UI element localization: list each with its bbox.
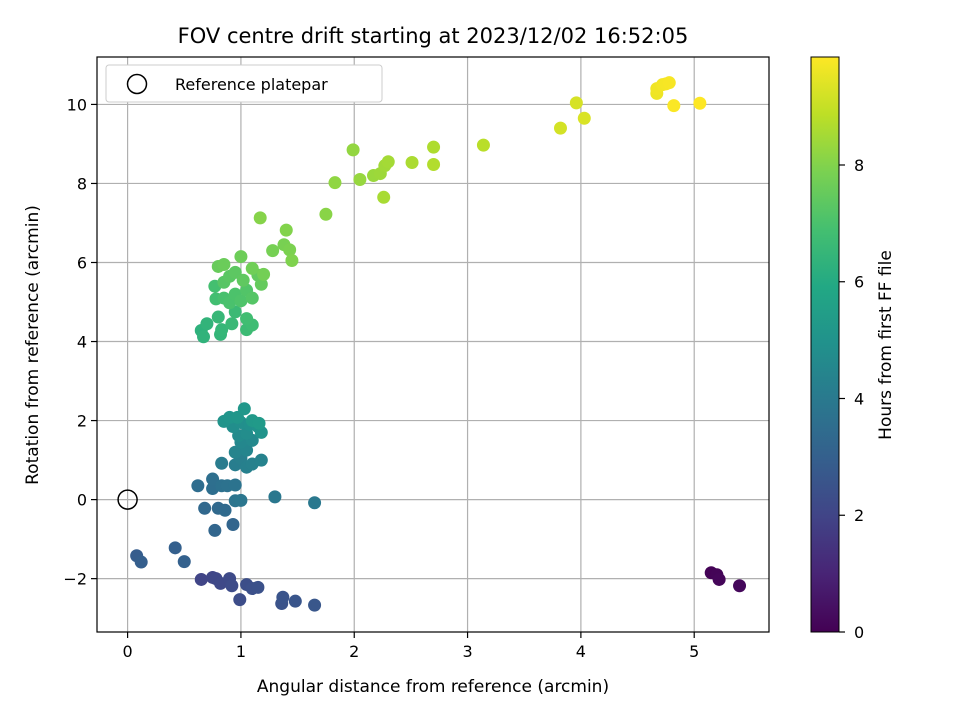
x-tick-label: 5 [689, 642, 699, 661]
data-point [251, 580, 265, 594]
x-tick-label: 2 [349, 642, 359, 661]
data-point [226, 518, 240, 532]
colorbar-label: Hours from first FF file [876, 250, 896, 440]
data-point [177, 555, 191, 569]
data-point [667, 99, 681, 113]
data-point [328, 176, 342, 190]
data-point [215, 456, 229, 470]
data-point [233, 593, 247, 607]
y-tick-label: 6 [77, 253, 87, 272]
x-tick-label: 4 [576, 642, 586, 661]
y-tick-label: 2 [77, 412, 87, 431]
data-point [733, 579, 747, 593]
data-point [252, 416, 266, 430]
data-point [257, 267, 271, 281]
data-point [200, 317, 214, 331]
data-point [308, 598, 322, 612]
data-point [553, 121, 567, 135]
data-point [476, 138, 490, 152]
colorbar: 0 2 4 6 8 Hours from first FF file [810, 56, 896, 642]
data-point [245, 261, 259, 275]
x-axis-label: Angular distance from reference (arcmin) [257, 677, 609, 697]
data-point [254, 277, 268, 291]
data-point [236, 273, 250, 287]
data-point [208, 523, 222, 537]
y-tick-label: 8 [77, 174, 87, 193]
plot-frame [96, 56, 770, 633]
y-axis-ticks: −2 0 2 4 6 8 10 [63, 95, 97, 589]
data-point [194, 572, 208, 586]
data-point [240, 312, 254, 326]
data-point [134, 555, 148, 569]
data-point [234, 294, 248, 308]
data-point [693, 96, 707, 110]
data-point [253, 211, 267, 225]
data-point [211, 310, 225, 324]
data-point [268, 490, 282, 504]
data-points [130, 76, 747, 612]
data-point [215, 323, 229, 337]
data-point [237, 402, 251, 416]
colorbar-ticks: 0 2 4 6 8 [839, 156, 864, 642]
y-tick-label: −2 [63, 570, 87, 589]
data-point [234, 250, 248, 264]
data-point [427, 157, 441, 171]
data-point [346, 143, 360, 157]
data-point [288, 594, 302, 608]
data-point [712, 572, 726, 586]
data-point [218, 503, 232, 517]
data-point [225, 579, 239, 593]
data-point [197, 330, 211, 344]
colorbar-tick-label: 8 [854, 156, 864, 175]
chart-title: FOV centre drift starting at 2023/12/02 … [178, 24, 689, 48]
reference-platepar-marker [117, 489, 138, 510]
y-tick-label: 10 [67, 95, 87, 114]
colorbar-tick-label: 6 [854, 273, 864, 292]
data-point [254, 453, 268, 467]
data-point [308, 496, 322, 510]
x-tick-label: 0 [123, 642, 133, 661]
data-point [569, 96, 583, 110]
data-point [225, 317, 239, 331]
colorbar-tick-label: 0 [854, 623, 864, 642]
x-tick-label: 1 [236, 642, 246, 661]
colorbar-tick-label: 2 [854, 506, 864, 525]
data-point [319, 207, 333, 221]
y-tick-label: 0 [77, 491, 87, 510]
data-point [662, 76, 676, 90]
data-point [577, 111, 591, 125]
data-point [266, 244, 280, 258]
data-point [276, 590, 290, 604]
data-point [427, 140, 441, 154]
data-point [191, 479, 205, 493]
colorbar-tick-label: 4 [854, 389, 864, 408]
data-point [353, 173, 367, 187]
data-point [228, 445, 242, 459]
data-point [228, 265, 242, 279]
data-point [234, 493, 248, 507]
legend: Reference platepar [105, 64, 383, 103]
data-point [285, 254, 299, 268]
legend-marker-icon [126, 73, 148, 95]
data-point [245, 291, 259, 305]
legend-box [105, 64, 383, 103]
data-point [206, 472, 220, 486]
data-point [377, 190, 391, 204]
data-point [381, 155, 395, 169]
x-axis-ticks: 0 1 2 3 4 5 [123, 632, 699, 661]
data-point [283, 243, 297, 257]
data-point [168, 541, 182, 555]
x-tick-label: 3 [462, 642, 472, 661]
data-point [198, 501, 212, 515]
legend-entry-reference-platepar: Reference platepar [175, 75, 328, 94]
data-point [228, 478, 242, 492]
data-point [405, 156, 419, 170]
y-axis-label: Rotation from reference (arcmin) [23, 205, 43, 485]
colorbar-gradient [810, 56, 840, 633]
y-tick-label: 4 [77, 333, 87, 352]
data-point [217, 257, 231, 271]
data-point [279, 223, 293, 237]
